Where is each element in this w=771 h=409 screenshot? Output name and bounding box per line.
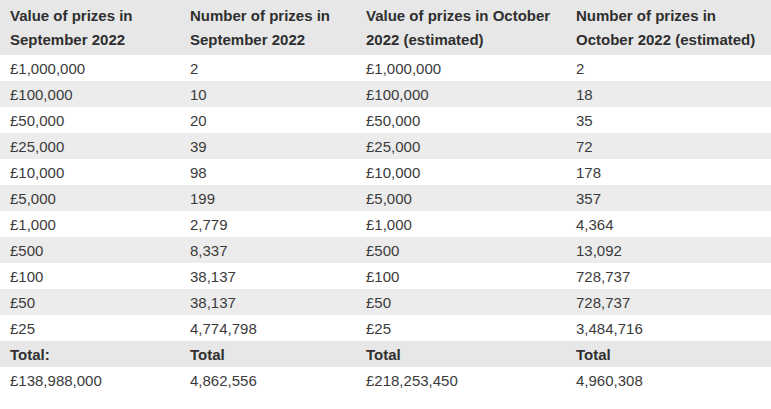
table-cell: £5,000 (356, 185, 566, 211)
table-cell: £500 (0, 237, 180, 263)
table-cell: £5,000 (0, 185, 180, 211)
column-header: Number of prizes in September 2022 (180, 0, 356, 55)
table-cell: Total (180, 341, 356, 367)
table-cell: £25 (356, 315, 566, 341)
table-cell: 4,774,798 (180, 315, 356, 341)
table-cell: £100,000 (0, 81, 180, 107)
table-cell: 178 (566, 159, 771, 185)
table-cell: £10,000 (0, 159, 180, 185)
table-cell: £50 (356, 289, 566, 315)
table-cell: £100,000 (356, 81, 566, 107)
table-cell: 3,484,716 (566, 315, 771, 341)
column-header: Value of prizes in October 2022 (estimat… (356, 0, 566, 55)
table-cell: 2 (566, 55, 771, 81)
prize-table: Value of prizes in September 2022Number … (0, 0, 771, 393)
table-cell: £50,000 (0, 107, 180, 133)
table-cell: 38,137 (180, 289, 356, 315)
table-cell: Total (566, 341, 771, 367)
table-cell: Total: (0, 341, 180, 367)
table-cell: 20 (180, 107, 356, 133)
table-cell: 8,337 (180, 237, 356, 263)
table-cell: 728,737 (566, 289, 771, 315)
table-row: £50,00020£50,00035 (0, 107, 771, 133)
table-row: £10,00098£10,000178 (0, 159, 771, 185)
table-cell: 10 (180, 81, 356, 107)
table-row: £1,000,0002£1,000,0002 (0, 55, 771, 81)
table-cell: £25,000 (0, 133, 180, 159)
table-cell: £1,000 (356, 211, 566, 237)
table-cell: £500 (356, 237, 566, 263)
table-row: £5,000199£5,000357 (0, 185, 771, 211)
table-row: £5008,337£50013,092 (0, 237, 771, 263)
total-value-row: £138,988,0004,862,556£218,253,4504,960,3… (0, 367, 771, 393)
table-cell: 2 (180, 55, 356, 81)
table-cell: £138,988,000 (0, 367, 180, 393)
total-label-row: Total:TotalTotalTotal (0, 341, 771, 367)
table-cell: 199 (180, 185, 356, 211)
table-cell: Total (356, 341, 566, 367)
table-cell: £1,000,000 (356, 55, 566, 81)
table-cell: 13,092 (566, 237, 771, 263)
table-cell: £10,000 (356, 159, 566, 185)
table-row: £254,774,798£253,484,716 (0, 315, 771, 341)
prize-table-screen: Value of prizes in September 2022Number … (0, 0, 771, 409)
table-cell: 4,862,556 (180, 367, 356, 393)
table-cell: £50,000 (356, 107, 566, 133)
table-cell: 98 (180, 159, 356, 185)
table-cell: 35 (566, 107, 771, 133)
table-cell: 728,737 (566, 263, 771, 289)
table-cell: 4,364 (566, 211, 771, 237)
table-cell: £218,253,450 (356, 367, 566, 393)
table-row: £25,00039£25,00072 (0, 133, 771, 159)
column-header: Value of prizes in September 2022 (0, 0, 180, 55)
table-cell: 39 (180, 133, 356, 159)
table-cell: £50 (0, 289, 180, 315)
table-cell: 2,779 (180, 211, 356, 237)
table-cell: 38,137 (180, 263, 356, 289)
table-cell: 18 (566, 81, 771, 107)
table-header-row: Value of prizes in September 2022Number … (0, 0, 771, 55)
table-row: £5038,137£50728,737 (0, 289, 771, 315)
table-cell: £1,000,000 (0, 55, 180, 81)
table-cell: £25,000 (356, 133, 566, 159)
column-header: Number of prizes in October 2022 (estima… (566, 0, 771, 55)
table-cell: 72 (566, 133, 771, 159)
table-cell: £100 (356, 263, 566, 289)
table-cell: 357 (566, 185, 771, 211)
table-cell: 4,960,308 (566, 367, 771, 393)
table-row: £10038,137£100728,737 (0, 263, 771, 289)
table-cell: £25 (0, 315, 180, 341)
table-row: £1,0002,779£1,0004,364 (0, 211, 771, 237)
table-cell: £1,000 (0, 211, 180, 237)
table-cell: £100 (0, 263, 180, 289)
table-row: £100,00010£100,00018 (0, 81, 771, 107)
